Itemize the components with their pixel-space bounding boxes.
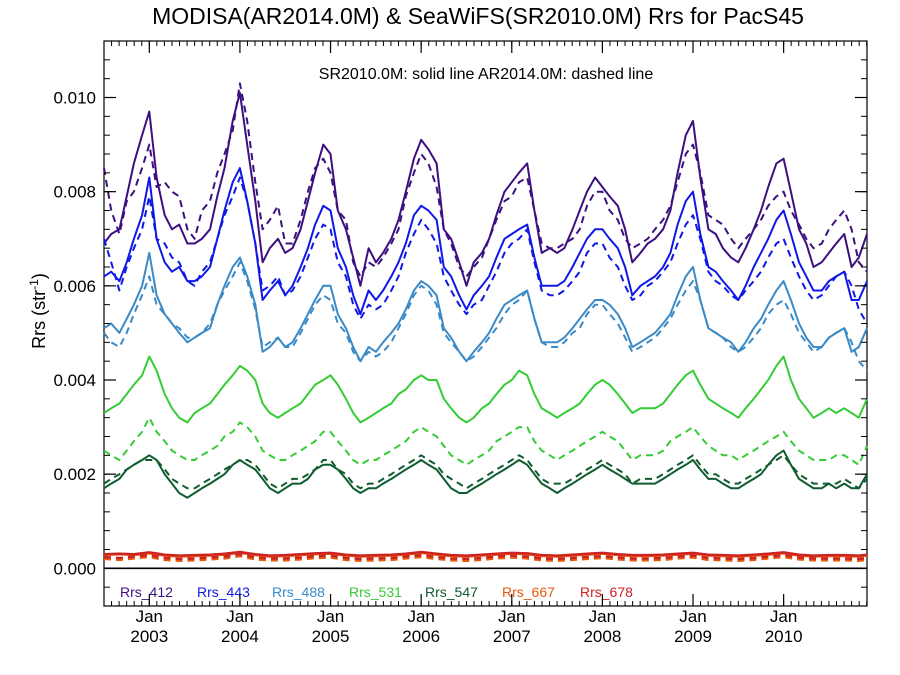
series-line-rrs-678-dashed xyxy=(103,553,868,561)
x-tick-year: 2004 xyxy=(221,627,259,646)
series-line-rrs-678-solid xyxy=(103,550,868,557)
series-line-rrs-488-dashed xyxy=(103,261,868,372)
x-tick-month: Jan xyxy=(770,607,797,626)
y-axis-label-tail: ) xyxy=(29,273,49,279)
line-style-annotation: SR2010.0M: solid line AR2014.0M: dashed … xyxy=(319,66,654,83)
x-axis: Jan2003Jan2004Jan2005Jan2006Jan2007Jan20… xyxy=(103,41,868,646)
x-tick-year: 2003 xyxy=(130,627,168,646)
legend-item-rrs-678: Rrs_678 xyxy=(580,584,633,600)
x-tick-year: 2009 xyxy=(674,627,712,646)
y-axis-label-sup: -1 xyxy=(27,279,41,290)
series-layer xyxy=(103,82,868,570)
legend-item-rrs-488: Rrs_488 xyxy=(272,584,325,600)
x-tick-year: 2005 xyxy=(312,627,350,646)
x-tick-month: Jan xyxy=(136,607,163,626)
y-tick-label: 0.010 xyxy=(53,89,96,108)
y-axis-label: Rrs (str-1) xyxy=(27,273,49,349)
chart-title: MODISA(AR2014.0M) & SeaWiFS(SR2010.0M) R… xyxy=(152,3,804,29)
series-line-rrs-412-dashed xyxy=(103,82,868,278)
series-line-rrs-547-dashed xyxy=(103,454,868,490)
series-line-rrs-412-solid xyxy=(103,91,868,287)
y-tick-label: 0.002 xyxy=(53,465,96,484)
legend-item-rrs-547: Rrs_547 xyxy=(425,584,478,600)
series-line-rrs-443-solid xyxy=(103,167,868,316)
x-tick-year: 2007 xyxy=(493,627,531,646)
series-line-rrs-531-dashed xyxy=(103,416,868,466)
x-tick-month: Jan xyxy=(679,607,706,626)
legend-item-rrs-412: Rrs_412 xyxy=(120,584,173,600)
plot-frame xyxy=(103,40,868,607)
y-tick-label: 0.008 xyxy=(53,183,96,202)
series-line-rrs-667-dashed xyxy=(103,554,868,562)
y-tick-label: 0.006 xyxy=(53,277,96,296)
x-tick-month: Jan xyxy=(498,607,525,626)
x-tick-month: Jan xyxy=(226,607,253,626)
legend-item-rrs-531: Rrs_531 xyxy=(349,584,402,600)
legend-item-rrs-443: Rrs_443 xyxy=(197,584,250,600)
x-tick-year: 2010 xyxy=(765,627,803,646)
x-tick-month: Jan xyxy=(317,607,344,626)
y-tick-label: 0.004 xyxy=(53,371,96,390)
legend-item-rrs-667: Rrs_667 xyxy=(502,584,555,600)
x-tick-month: Jan xyxy=(407,607,434,626)
legend: Rrs_412 Rrs_443 Rrs_488 Rrs_531 Rrs_547 Rrs_6… xyxy=(120,584,633,600)
y-axis-label-base: Rrs (str xyxy=(29,290,49,349)
series-line-rrs-531-solid xyxy=(103,355,868,424)
x-tick-year: 2006 xyxy=(402,627,440,646)
y-axis: 0.000 0.002 0.004 0.006 0.008 0.010 xyxy=(53,40,867,607)
plot-area: SR2010.0M: solid line AR2014.0M: dashed … xyxy=(103,40,868,607)
x-tick-year: 2008 xyxy=(583,627,621,646)
x-tick-month: Jan xyxy=(589,607,616,626)
series-line-rrs-547-solid xyxy=(103,449,868,499)
series-line-rrs-443-dashed xyxy=(103,176,868,325)
y-tick-label: 0.000 xyxy=(53,559,96,578)
